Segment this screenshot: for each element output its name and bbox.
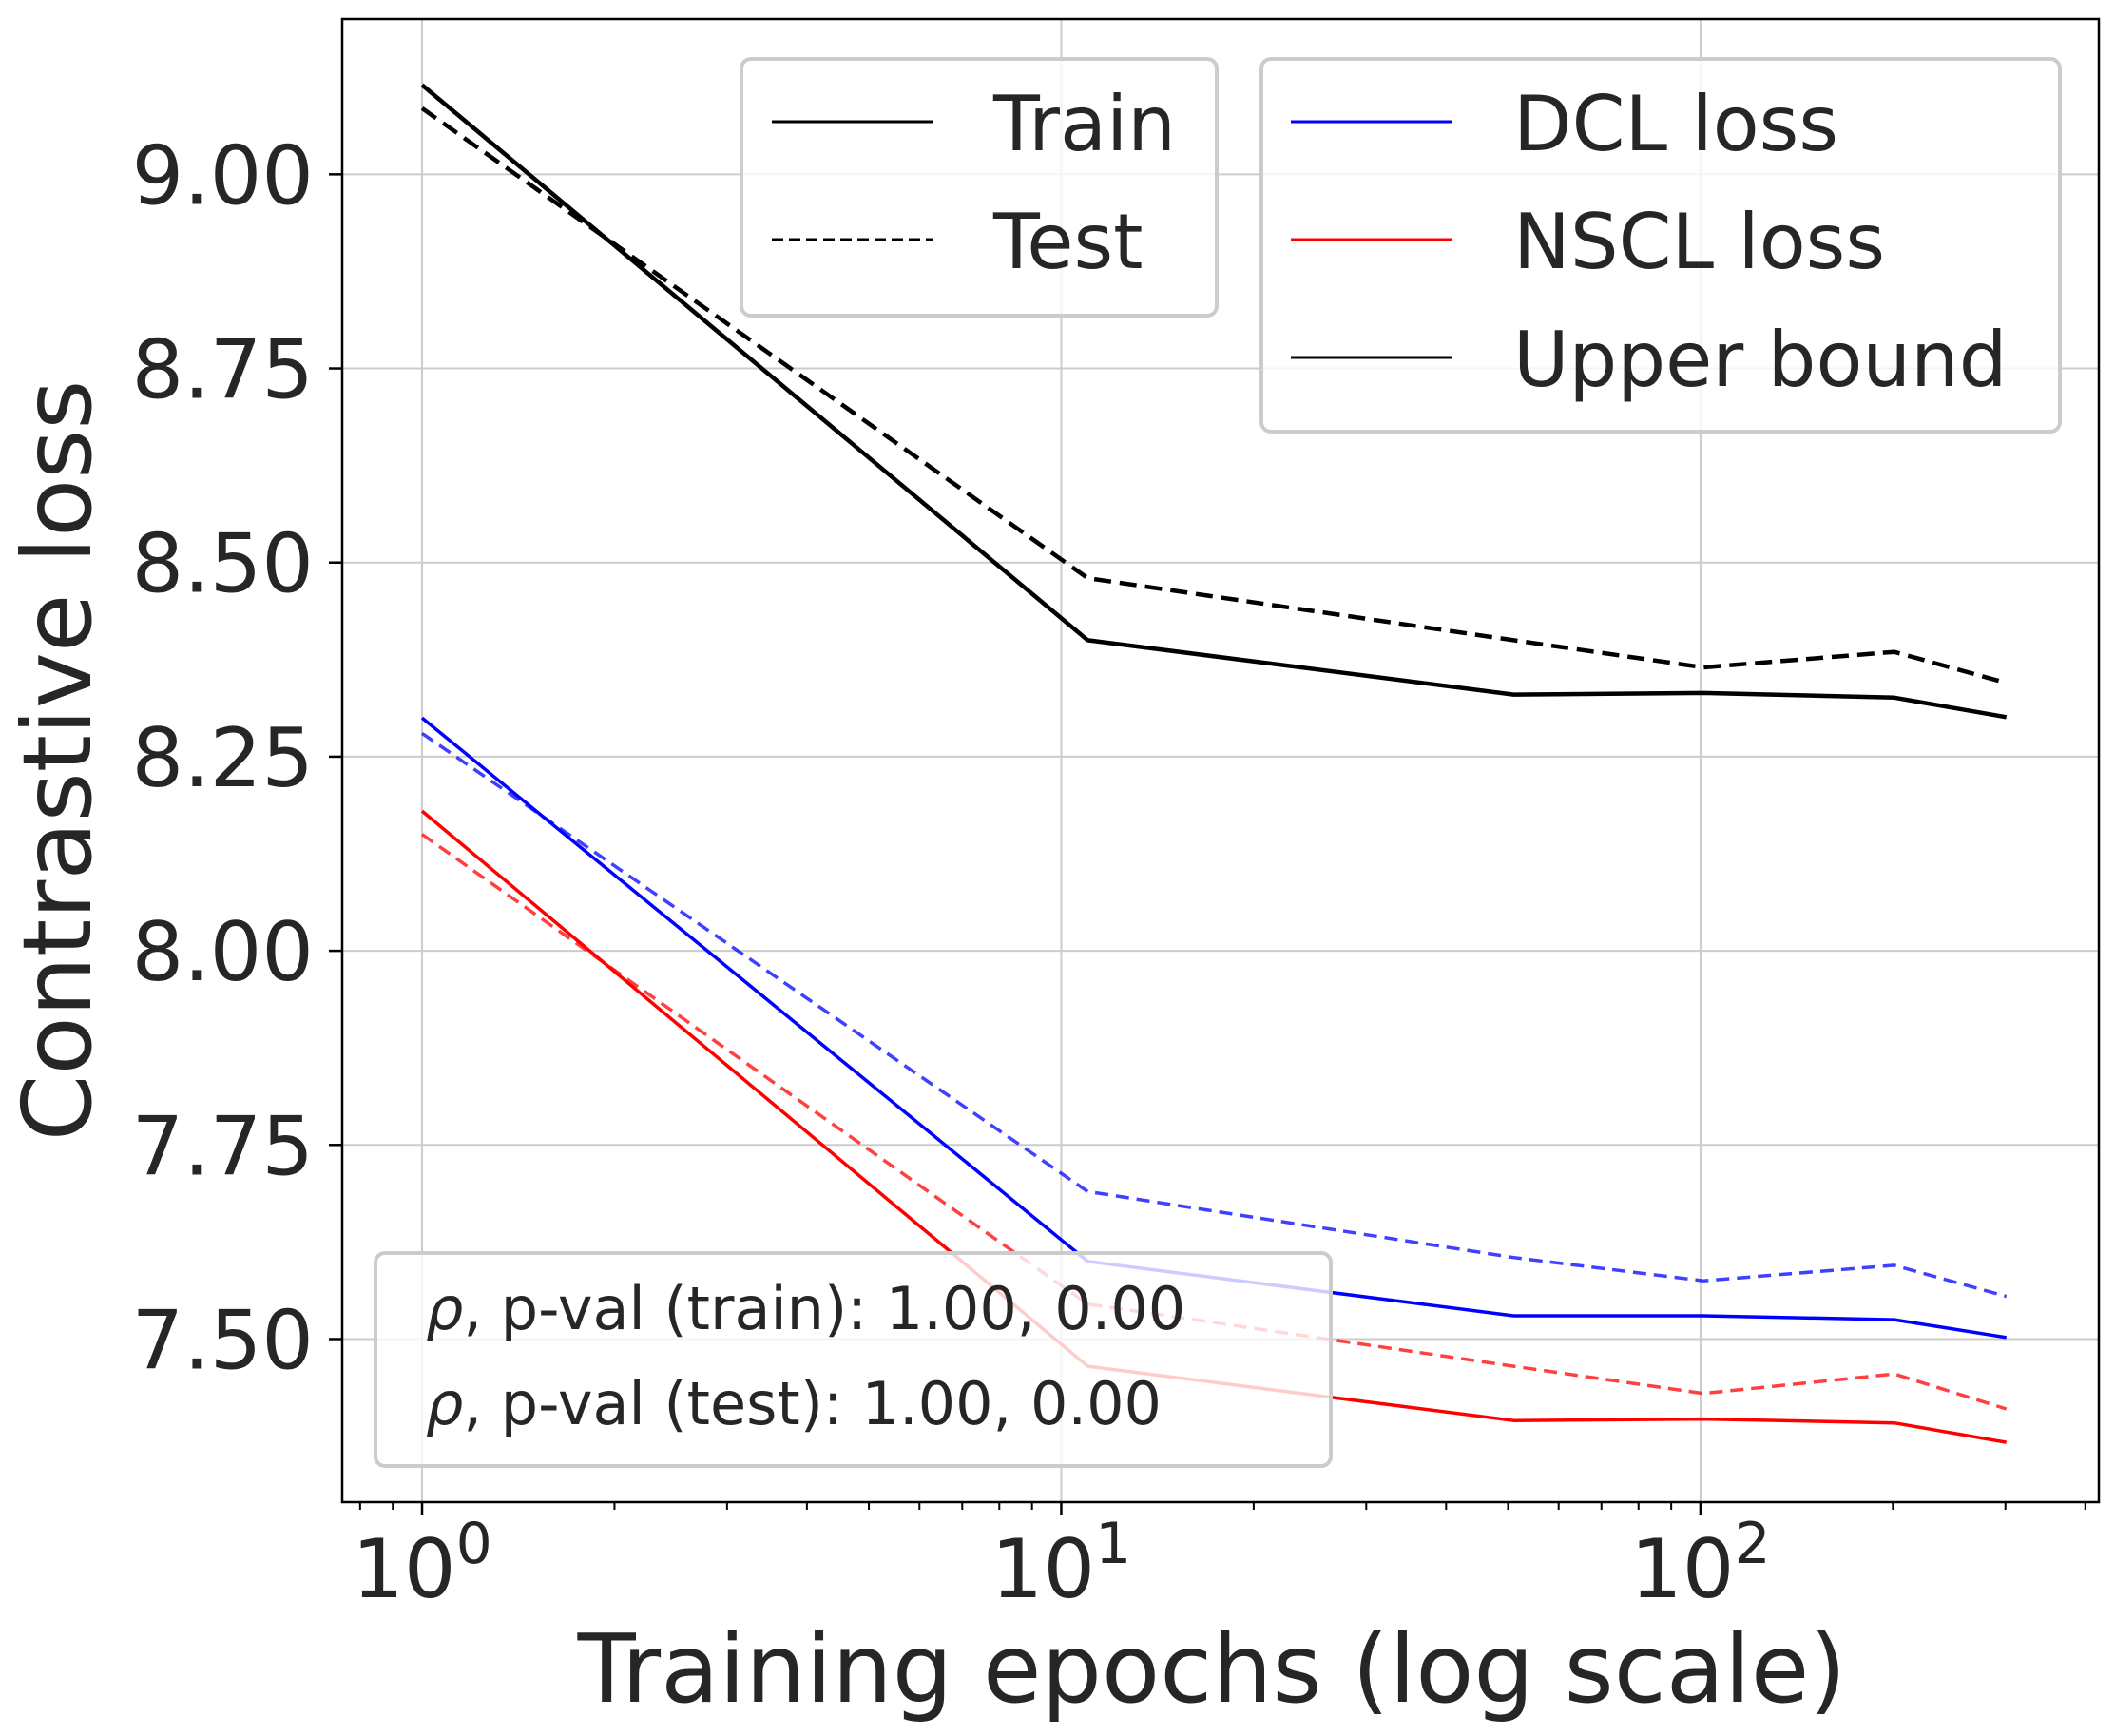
grid [342,19,2099,1502]
annotation-frame [374,1251,1333,1468]
x-tick-label: 102 [1630,1511,1771,1617]
y-tick-label: 8.25 [132,711,314,806]
x-tick-label: 100 [352,1511,492,1617]
legend-train-label: Train [992,80,1176,168]
x-axis-label: Training epochs (log scale) [577,1613,1847,1725]
plot-frame [340,17,2101,1504]
legend-upper-bound-label: Upper bound [1513,316,2008,404]
annotation-test-symbol: ρ [426,1369,463,1438]
legend-test-label: Test [992,198,1144,286]
x-tick-label-base: 10 [991,1522,1095,1617]
series-line-nscl-loss-test [420,833,2008,1411]
legend-style: Train Test [740,57,1219,318]
x-tick-label: 101 [991,1511,1132,1617]
x-tick-label-exponent: 0 [456,1511,492,1577]
annotation-test-text: , p-val (test): 1.00, 0.00 [463,1369,1162,1438]
y-axis-label: Contrastive loss [2,380,113,1142]
annotation-test: ρ, p-val (test): 1.00, 0.00 [426,1369,1162,1438]
annotation-train-text: , p-val (train): 1.00, 0.00 [463,1274,1185,1343]
y-tick-label: 7.50 [132,1293,314,1388]
y-tick-label: 7.75 [132,1099,314,1194]
y-tick-label: 8.75 [132,323,314,418]
y-axis-ticks: 7.50 7.75 8.00 8.25 8.50 8.75 9.00 [132,128,342,1388]
x-tick-label-base: 10 [1630,1522,1734,1617]
y-tick-label: 9.00 [132,128,314,223]
legend-method: DCL loss NSCL loss Upper bound [1259,57,2062,434]
y-tick-label: 8.50 [132,517,314,612]
annotation-train-symbol: ρ [426,1274,463,1343]
x-tick-label-exponent: 1 [1095,1511,1131,1577]
series-line-upper-bound-test [420,106,2008,685]
legend-dcl-label: DCL loss [1513,80,1838,168]
series-line-dcl-loss-train [420,716,2007,1340]
x-axis-ticks: 100 101 102 [352,1502,2086,1617]
y-tick-label: 8.00 [132,905,314,1000]
x-tick-label-exponent: 2 [1735,1511,1771,1577]
x-tick-label-base: 10 [352,1522,455,1617]
legend-nscl-label: NSCL loss [1513,198,1885,286]
legend-method-frame [1259,57,2062,434]
annotation-train: ρ, p-val (train): 1.00, 0.00 [426,1274,1185,1343]
series-line-upper-bound-train [420,83,2008,720]
series-line-dcl-loss-test [421,731,2008,1299]
correlation-annotation: ρ, p-val (train): 1.00, 0.00 ρ, p-val (t… [374,1251,1333,1468]
